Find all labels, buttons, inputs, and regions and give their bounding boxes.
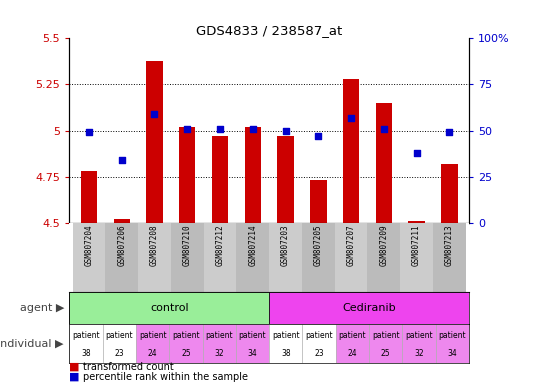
Text: agent ▶: agent ▶ [20,303,64,313]
Bar [302,223,335,292]
Text: 25: 25 [381,349,391,358]
Text: 38: 38 [81,349,91,358]
Text: GSM807205: GSM807205 [314,225,323,266]
Bar [72,223,106,292]
Point [85,129,93,136]
Bar [245,127,261,223]
Text: GSM807212: GSM807212 [215,225,224,266]
Text: 34: 34 [448,349,457,358]
Bar [106,223,138,292]
Text: GSM807207: GSM807207 [346,225,356,266]
Text: patient: patient [338,331,366,340]
Bar [136,324,169,363]
Bar [400,223,433,292]
Bar [376,103,392,223]
Bar [138,223,171,292]
Text: 32: 32 [214,349,224,358]
Point [216,126,224,132]
Bar [169,324,203,363]
Bar [436,324,469,363]
Text: control: control [150,303,189,313]
Text: GSM807213: GSM807213 [445,225,454,266]
Point [281,127,290,134]
Bar [335,223,367,292]
Bar [269,223,302,292]
Point [248,126,257,132]
Bar [441,164,457,223]
Bar [408,221,425,223]
Text: 32: 32 [414,349,424,358]
Text: patient: patient [305,331,333,340]
Text: 25: 25 [181,349,191,358]
Text: patient: patient [172,331,200,340]
Text: GSM807209: GSM807209 [379,225,389,266]
Text: GSM807203: GSM807203 [281,225,290,266]
Point [314,133,322,139]
Bar [179,127,196,223]
Bar [367,223,400,292]
Text: GSM807210: GSM807210 [183,225,192,266]
Text: GSM807208: GSM807208 [150,225,159,266]
Point [445,129,454,136]
Text: GSM807211: GSM807211 [412,225,421,266]
Text: individual ▶: individual ▶ [0,339,64,349]
Title: GDS4833 / 238587_at: GDS4833 / 238587_at [196,24,342,37]
Bar [69,324,102,363]
Text: patient: patient [239,331,266,340]
Text: 38: 38 [281,349,290,358]
Text: patient: patient [72,331,100,340]
Text: 23: 23 [115,349,124,358]
Text: patient: patient [439,331,466,340]
Point [413,150,421,156]
Text: 24: 24 [348,349,357,358]
Text: patient: patient [372,331,400,340]
Bar [433,223,466,292]
Bar [369,324,402,363]
Text: patient: patient [139,331,166,340]
Text: transformed count: transformed count [83,362,173,372]
Text: ■: ■ [69,372,80,382]
Text: patient: patient [405,331,433,340]
Text: 24: 24 [148,349,157,358]
Text: 34: 34 [248,349,257,358]
Point [117,157,126,163]
Text: ■: ■ [69,362,80,372]
Bar [237,223,269,292]
Bar [310,180,327,223]
Text: GSM807206: GSM807206 [117,225,126,266]
Text: patient: patient [205,331,233,340]
Bar [303,324,336,363]
Bar [212,136,228,223]
Bar [146,61,163,223]
Bar [114,219,130,223]
Bar [402,324,436,363]
Text: GSM807214: GSM807214 [248,225,257,266]
Bar [81,171,97,223]
Bar [269,324,303,363]
Bar [102,324,136,363]
Point [150,111,159,117]
Text: Cediranib: Cediranib [342,303,396,313]
Point [347,114,356,121]
Bar [343,79,359,223]
Text: percentile rank within the sample: percentile rank within the sample [83,372,248,382]
Text: patient: patient [272,331,300,340]
Bar [203,324,236,363]
Text: patient: patient [106,331,133,340]
Bar [171,223,204,292]
Point [379,126,388,132]
Bar [277,136,294,223]
Bar [336,324,369,363]
Text: GSM807204: GSM807204 [84,225,93,266]
Text: 23: 23 [314,349,324,358]
Bar [269,292,469,324]
Bar [204,223,237,292]
Point [183,126,191,132]
Bar [69,292,269,324]
Bar [236,324,269,363]
